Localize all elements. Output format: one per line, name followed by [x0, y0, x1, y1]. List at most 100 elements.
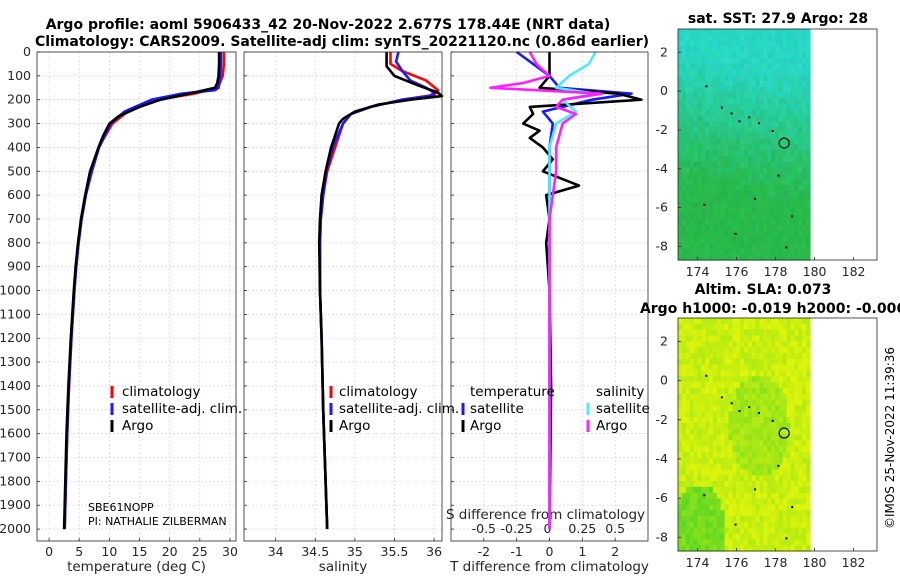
map-cell: [705, 411, 710, 418]
map-cell: [697, 486, 702, 494]
map-cell: [732, 399, 737, 406]
map-cell: [778, 29, 784, 36]
map-cell: [747, 208, 753, 215]
map-cell: [806, 236, 811, 244]
map-cell: [716, 40, 722, 47]
map-cell: [794, 533, 799, 540]
map-cell: [697, 376, 702, 383]
map-cell: [720, 533, 726, 540]
map-cell: [740, 52, 745, 59]
map-cell: [685, 393, 691, 401]
map-cell: [790, 34, 796, 42]
x-tick-label: 5: [75, 544, 83, 559]
map-cell: [755, 492, 761, 500]
map-cell: [736, 161, 741, 169]
map-cell: [736, 481, 741, 488]
map-cell: [709, 545, 714, 552]
map-cell: [720, 382, 726, 389]
map-cell: [724, 236, 730, 244]
map-cell: [728, 127, 733, 134]
map-cell: [736, 254, 741, 261]
map-cell: [767, 63, 772, 71]
map-cell: [732, 463, 737, 470]
map-cell: [763, 104, 768, 111]
map-cell: [736, 132, 741, 140]
island-marker: [777, 464, 780, 467]
map-cell: [744, 475, 749, 482]
map-cell: [709, 236, 714, 244]
map-cell: [701, 109, 706, 117]
map-cell: [716, 469, 722, 476]
map-y-tick-label: 0: [660, 373, 668, 388]
map-cell: [794, 127, 799, 134]
map-cell: [709, 318, 714, 325]
map-cell: [767, 57, 772, 65]
map-cell: [709, 387, 714, 395]
map-cell: [685, 29, 691, 36]
map-cell: [712, 510, 718, 517]
map-cell: [751, 452, 757, 459]
map-cell: [778, 179, 784, 186]
map-cell: [778, 52, 784, 59]
map-cell: [794, 92, 799, 99]
map-cell: [712, 417, 718, 424]
map-cell: [720, 323, 726, 331]
map-cell: [775, 34, 780, 42]
map-cell: [744, 539, 749, 546]
map-cell: [736, 127, 741, 134]
map-cell: [806, 376, 811, 383]
map-cell: [806, 452, 811, 459]
island-marker: [771, 129, 774, 132]
map-cell: [716, 347, 722, 354]
map-cell: [709, 469, 714, 476]
map-cell: [759, 29, 764, 36]
map-cell: [712, 208, 718, 215]
map-cell: [720, 167, 726, 174]
map-cell: [767, 208, 772, 215]
map-cell: [720, 405, 726, 412]
map-cell: [763, 29, 768, 36]
map-cell: [782, 98, 788, 105]
map-cell: [724, 254, 730, 261]
map-cell: [740, 196, 745, 203]
map-cell: [775, 387, 780, 395]
map-cell: [763, 231, 768, 238]
map-cell: [681, 248, 687, 255]
x-tick-label: 35: [347, 544, 363, 559]
map-cell: [709, 156, 714, 163]
map-cell: [790, 46, 796, 53]
map-cell: [720, 434, 726, 441]
map-cell: [732, 138, 737, 146]
map-cell: [786, 434, 792, 441]
map-cell: [790, 382, 796, 389]
map-cell: [806, 63, 811, 71]
map-cell: [724, 173, 730, 180]
map-cell: [747, 457, 753, 465]
series-temperature-satellite: [515, 50, 633, 530]
map-cell: [802, 190, 807, 198]
map-cell: [740, 457, 745, 465]
map-cell: [705, 463, 710, 470]
map-cell: [763, 156, 768, 163]
map-cell: [685, 469, 691, 476]
map-cell: [693, 411, 698, 418]
map-cell: [678, 190, 683, 198]
map-cell: [806, 144, 811, 151]
map-cell: [720, 81, 726, 88]
map-cell: [740, 539, 745, 546]
map-cell: [720, 213, 726, 221]
map-cell: [736, 213, 741, 221]
map-cell: [759, 527, 764, 535]
map-cell: [681, 132, 687, 140]
map-cell: [802, 452, 807, 459]
map-cell: [728, 510, 733, 517]
map-cell: [732, 242, 737, 250]
map-cell: [678, 81, 683, 88]
map-cell: [763, 213, 768, 221]
map-cell: [782, 329, 788, 336]
map-cell: [794, 196, 799, 203]
map-cell: [689, 138, 695, 146]
map-cell: [740, 446, 745, 453]
sla-map-title-line2: Argo h1000: -0.019 h2000: -0.006: [640, 301, 900, 317]
map-cell: [693, 533, 698, 540]
